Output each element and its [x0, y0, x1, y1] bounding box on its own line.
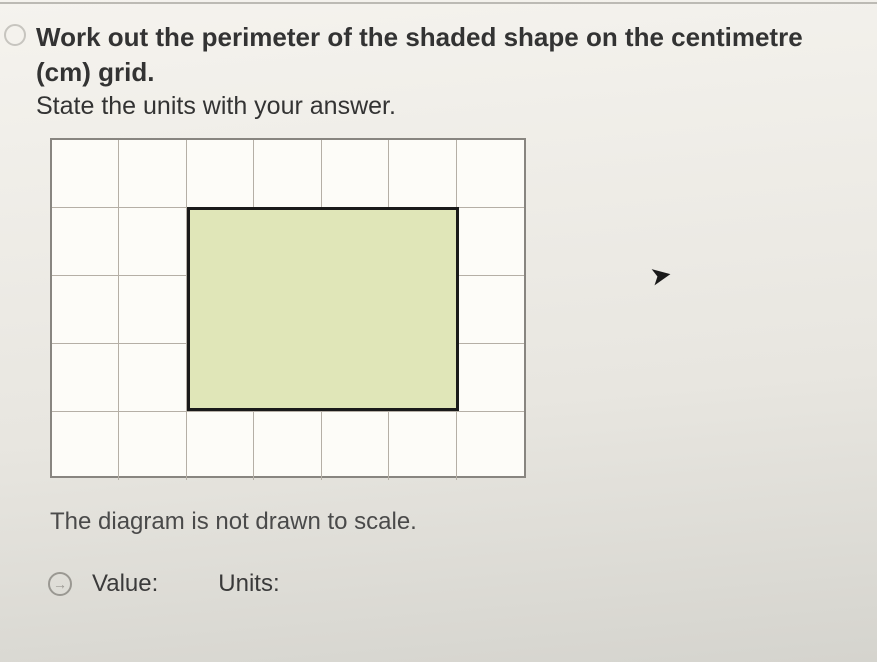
grid-cell: [457, 344, 524, 412]
cm-grid: [50, 138, 526, 478]
grid-cell: [52, 412, 119, 480]
grid-cell: [254, 140, 321, 208]
grid-cell: [457, 208, 524, 276]
grid-cell: [52, 140, 119, 208]
answer-row: → Value: Units:: [50, 570, 847, 598]
grid-cell: [457, 412, 524, 480]
grid-cell: [389, 412, 456, 480]
grid-cell: [119, 208, 186, 276]
value-label: Value:: [92, 570, 158, 598]
question-text: Work out the perimeter of the shaded sha…: [36, 20, 847, 124]
grid-cell: [119, 344, 186, 412]
grid-cell: [187, 140, 254, 208]
grid-cell: [52, 208, 119, 276]
answer-arrow-icon: →: [48, 572, 72, 596]
grid-cell: [322, 140, 389, 208]
grid-cell: [322, 412, 389, 480]
grid-cell: [119, 140, 186, 208]
diagram-area: [50, 138, 847, 478]
grid-cell: [389, 140, 456, 208]
grid-cell: [119, 276, 186, 344]
question-block: Work out the perimeter of the shaded sha…: [10, 20, 847, 124]
grid-cell: [119, 412, 186, 480]
question-line-1: Work out the perimeter of the shaded sha…: [36, 20, 847, 90]
question-bullet-icon: [4, 24, 26, 46]
question-line-2: State the units with your answer.: [36, 90, 847, 124]
grid-cell: [187, 412, 254, 480]
grid-cell: [457, 140, 524, 208]
grid-cell: [254, 412, 321, 480]
grid-row: [52, 140, 524, 208]
grid-row: [52, 412, 524, 480]
shaded-rectangle: [187, 207, 459, 411]
units-label: Units:: [218, 570, 279, 598]
grid-cell: [457, 276, 524, 344]
page-top-rule: [0, 2, 877, 4]
grid-cell: [52, 344, 119, 412]
grid-cell: [52, 276, 119, 344]
diagram-caption: The diagram is not drawn to scale.: [50, 508, 847, 536]
